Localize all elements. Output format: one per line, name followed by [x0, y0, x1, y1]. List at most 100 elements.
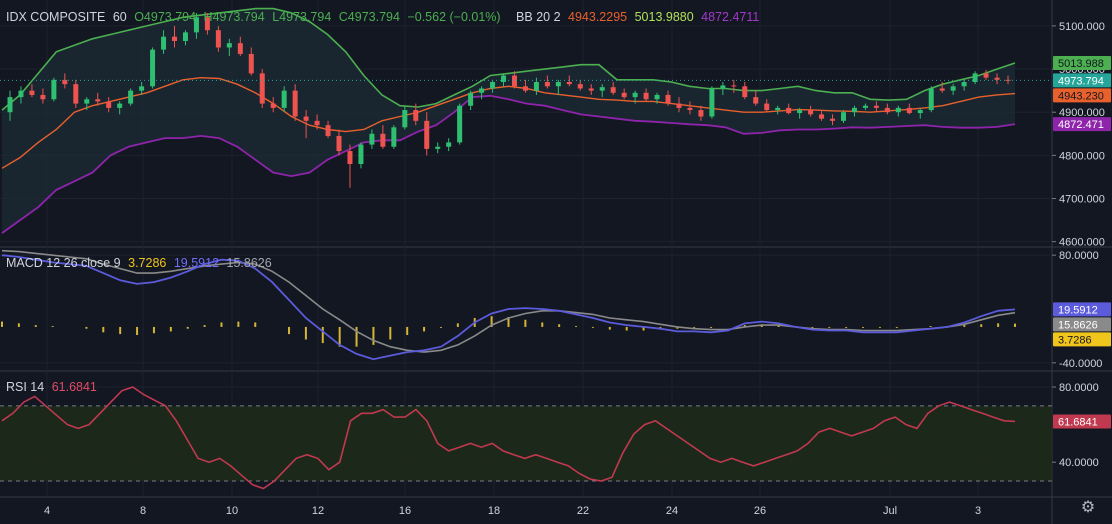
candle: [117, 101, 123, 115]
bb-basis-line: [1, 76, 1016, 169]
candle: [457, 103, 463, 145]
candle-body: [106, 101, 112, 108]
candle: [193, 12, 199, 39]
change-value: −0.562 (−0.01%): [407, 10, 501, 24]
candle: [819, 110, 825, 121]
x-tick-label: 3: [975, 505, 981, 517]
bb-basis-value: 4943.2295: [568, 10, 628, 24]
candle-body: [303, 116, 309, 121]
candle: [336, 129, 342, 156]
candle: [632, 90, 638, 104]
candle: [161, 30, 167, 54]
y-tick-label: 80.0000: [1059, 382, 1099, 394]
candle-body: [895, 107, 901, 113]
gear-icon[interactable]: ⚙: [1080, 499, 1096, 516]
y-tick-label: 5100.000: [1059, 21, 1105, 33]
candle-body: [830, 118, 836, 121]
candle: [511, 71, 517, 89]
rsi-value: 61.6841: [51, 380, 97, 394]
y-tick-label: -40.0000: [1059, 358, 1102, 370]
candle: [29, 84, 35, 98]
candle-body: [862, 105, 868, 108]
x-tick-label: 4: [44, 505, 50, 517]
candle: [325, 120, 331, 139]
candle-body: [533, 82, 539, 91]
macd-hist-label-bg: [1053, 332, 1111, 347]
candle-body: [161, 36, 167, 50]
candle: [851, 105, 857, 117]
candle: [182, 30, 188, 46]
candle-body: [665, 94, 671, 104]
bb-lower-label-bg: [1053, 117, 1111, 132]
candle-body: [358, 144, 364, 164]
candle-body: [281, 90, 287, 108]
open-value: O4973.794: [134, 10, 197, 24]
candle-body: [29, 90, 35, 95]
candle-body: [621, 92, 627, 98]
candle: [347, 144, 353, 188]
candle-body: [40, 94, 46, 100]
candle-body: [610, 87, 616, 93]
candle-body: [775, 107, 781, 111]
high-value: H4973.794: [203, 10, 265, 24]
candle-body: [873, 105, 879, 108]
symbol-name[interactable]: IDX COMPOSITE: [6, 10, 106, 24]
candle: [698, 105, 704, 121]
candle: [380, 125, 386, 149]
candle: [544, 75, 550, 89]
candle: [413, 103, 419, 126]
candle: [873, 101, 879, 113]
macd-line-label-bg: [1053, 302, 1111, 317]
candle-body: [939, 88, 945, 91]
candle: [40, 88, 46, 104]
candle: [797, 107, 803, 119]
candle: [358, 142, 364, 169]
candle: [961, 79, 967, 91]
candle: [939, 82, 945, 93]
interval-label[interactable]: 60: [112, 10, 127, 24]
macd-signal-label-bg: [1053, 317, 1111, 332]
bb-lower-value: 4872.4711: [701, 10, 760, 24]
candle: [884, 103, 890, 115]
candle-body: [654, 94, 660, 100]
candle-body: [325, 125, 331, 136]
macd-signal-label: 15.8626: [1053, 317, 1111, 332]
candle-body: [994, 77, 1000, 80]
candle-body: [797, 110, 803, 114]
candle-body: [961, 82, 967, 87]
bb-label[interactable]: BB 20 2: [516, 10, 561, 24]
candle-body: [314, 120, 320, 126]
bb-upper-label: 5013.988: [1053, 56, 1111, 70]
rsi-legend: RSI 14 61.6841: [6, 380, 101, 394]
candle: [303, 110, 309, 139]
candle: [895, 105, 901, 117]
candle-body: [336, 135, 342, 152]
candle-body: [687, 107, 693, 111]
candle: [994, 73, 1000, 85]
bb-upper-line: [1, 7, 1016, 111]
candle: [106, 97, 112, 113]
candle: [906, 103, 912, 115]
candle: [687, 101, 693, 115]
candle: [51, 77, 57, 102]
candle: [270, 97, 276, 113]
candle: [172, 25, 178, 48]
candle: [555, 79, 561, 95]
macd-label[interactable]: MACD 12 26 close 9: [6, 256, 121, 270]
candle-body: [479, 88, 485, 93]
candle: [862, 103, 868, 111]
macd-hist-label-text: 3.7286: [1058, 334, 1092, 346]
candle: [786, 103, 792, 115]
macd-hist-value: 3.7286: [128, 256, 167, 270]
candle: [917, 107, 923, 119]
candle-body: [369, 133, 375, 145]
rsi-label-text[interactable]: RSI 14: [6, 380, 45, 394]
candle: [139, 82, 145, 95]
x-tick-label: 24: [666, 505, 678, 517]
candle-body: [215, 30, 221, 48]
y-tick-label: 4600.000: [1059, 237, 1105, 249]
candle-body: [917, 110, 923, 114]
candle: [676, 97, 682, 113]
candle: [764, 99, 770, 113]
